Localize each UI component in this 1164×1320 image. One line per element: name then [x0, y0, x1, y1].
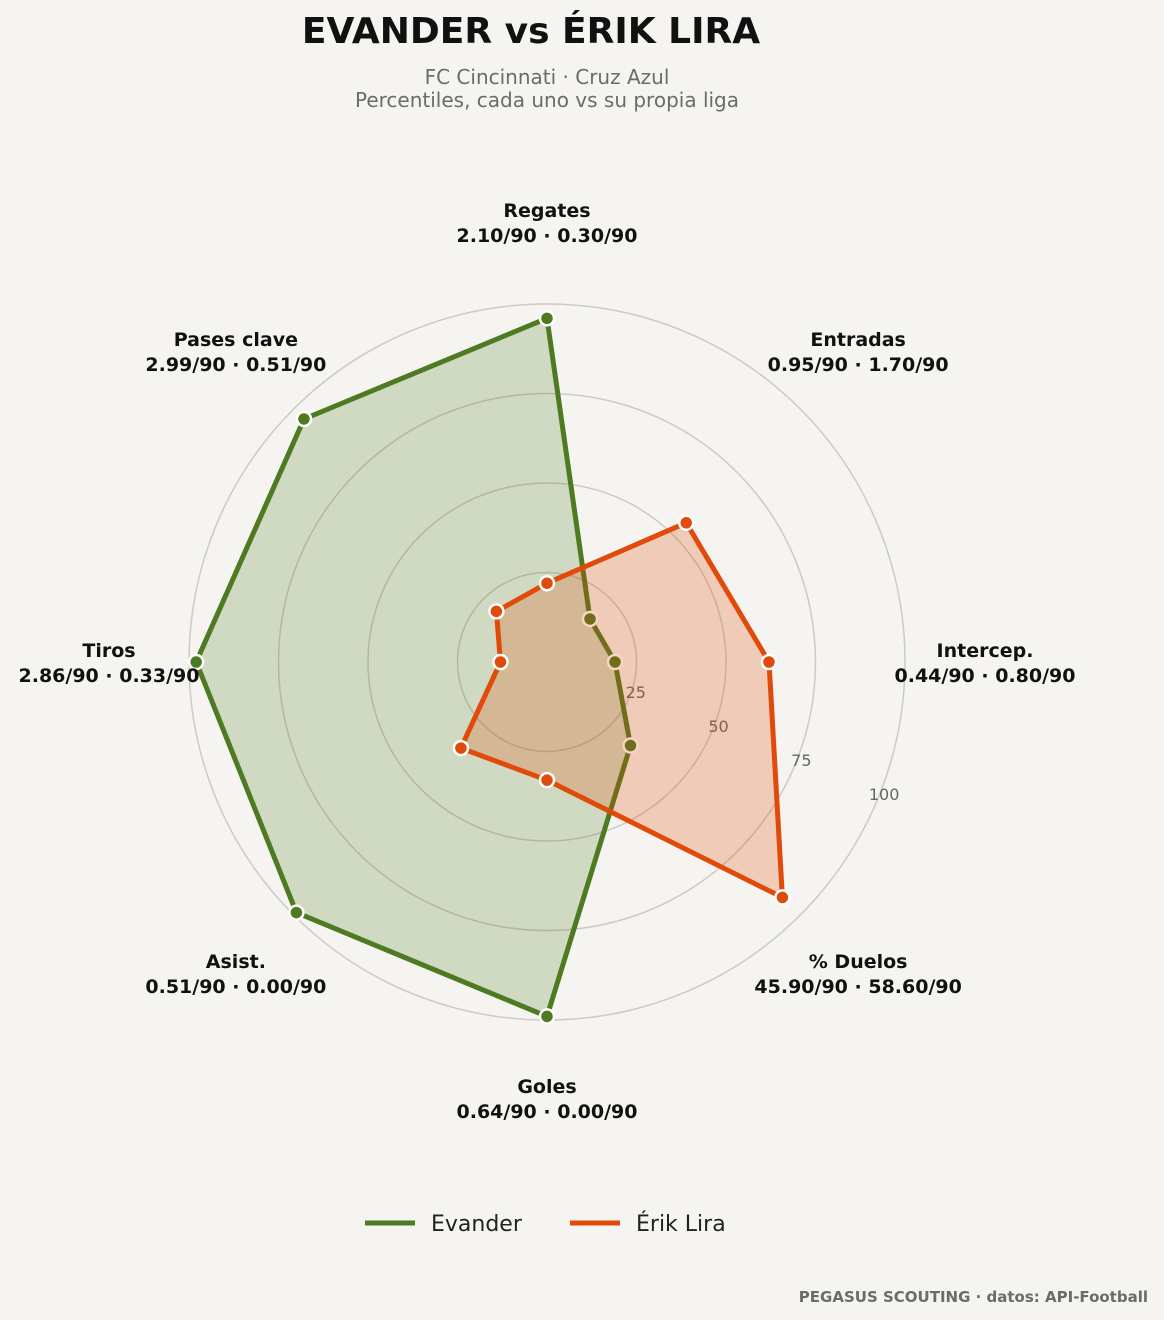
series-0-point-6: [187, 653, 205, 671]
series-1-point-1: [677, 514, 695, 532]
series-1-point-3: [774, 889, 791, 906]
series-1-point-2: [760, 653, 778, 671]
axis-label-name-2: Intercep.: [937, 640, 1034, 662]
radar-series: [187, 310, 791, 1025]
series-1-point-5: [452, 739, 470, 757]
legend-label-0: Evander: [431, 1212, 523, 1237]
series-0-point-0: [538, 310, 556, 327]
grid-ring-75: [277, 392, 817, 932]
series-area-1: [460, 522, 783, 898]
axis-label-name-3: % Duelos: [809, 951, 908, 973]
axis-label-detail-7: 2.99/90 · 0.51/90: [145, 354, 326, 376]
tick-label-25: 25: [626, 683, 646, 702]
axis-label-detail-3: 45.90/90 · 58.60/90: [754, 976, 961, 998]
axis-label-detail-1: 0.95/90 · 1.70/90: [768, 354, 949, 376]
axis-label-name-7: Pases clave: [174, 329, 298, 351]
series-0-point-4: [538, 1008, 556, 1025]
axis-labels: Regates 2.10/90 · 0.30/90 Entradas 0.95/90 …: [19, 200, 1076, 1123]
radial-tick-labels: 25 50 75 100: [626, 683, 900, 804]
axis-label-detail-5: 0.51/90 · 0.00/90: [145, 976, 326, 998]
axis-label-name-5: Asist.: [206, 951, 266, 973]
credit-footer: PEGASUS SCOUTING · datos: API-Football: [799, 1288, 1148, 1306]
series-area-0: [196, 318, 631, 1017]
chart-subtitle-note: Percentiles, cada uno vs su propia liga: [355, 88, 739, 112]
series-0-point-7: [295, 410, 313, 428]
axis-label-detail-6: 2.86/90 · 0.33/90: [19, 665, 200, 687]
axis-label-name-1: Entradas: [810, 329, 906, 351]
tick-label-100: 100: [869, 785, 900, 804]
series-0-point-1: [581, 610, 599, 628]
series-1-point-6: [492, 653, 509, 671]
axis-label-name-4: Goles: [517, 1076, 576, 1098]
axis-label-detail-2: 0.44/90 · 0.80/90: [895, 665, 1076, 687]
grid-ring-25: [456, 571, 638, 753]
tick-label-50: 50: [708, 717, 728, 736]
axis-label-name-0: Regates: [503, 200, 590, 222]
series-1-point-4: [538, 771, 556, 789]
series-0: [187, 310, 639, 1025]
chart-subtitle-club: FC Cincinnati · Cruz Azul: [425, 65, 670, 89]
series-1-point-7: [488, 603, 505, 620]
axis-label-name-6: Tiros: [82, 640, 135, 662]
tick-label-75: 75: [791, 751, 811, 770]
series-1-point-0: [538, 574, 556, 592]
series-0-point-3: [622, 737, 639, 754]
axis-label-detail-0: 2.10/90 · 0.30/90: [457, 225, 638, 247]
chart-title: EVANDER vs ÉRIK LIRA: [302, 10, 760, 52]
series-0-point-5: [288, 904, 305, 921]
grid-ring-50: [367, 482, 727, 842]
legend-label-1: Érik Lira: [636, 1211, 726, 1237]
legend: Evander Érik Lira: [365, 1211, 726, 1237]
series-0-point-2: [606, 653, 624, 671]
series-1: [452, 514, 791, 906]
axis-label-detail-4: 0.64/90 · 0.00/90: [457, 1101, 638, 1123]
